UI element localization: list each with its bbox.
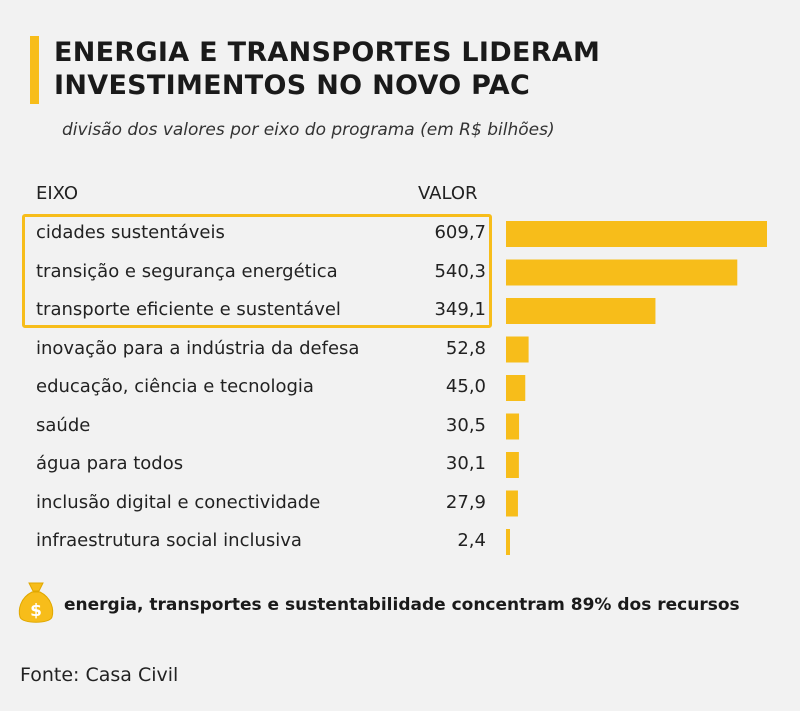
- svg-text:$: $: [30, 601, 42, 621]
- row-value: 349,1: [434, 299, 486, 320]
- row-label: transporte eficiente e sustentável: [36, 299, 341, 320]
- row-label: inclusão digital e conectividade: [36, 491, 321, 513]
- bar: [506, 490, 518, 517]
- row-value: 30,5: [445, 414, 486, 436]
- row-value: 27,9: [445, 491, 486, 513]
- row-label: água para todos: [36, 453, 184, 474]
- row-label: inovação para a indústria da defesa: [36, 337, 360, 359]
- column-header-eixo: EIXO: [36, 183, 79, 204]
- money-bag-icon: $: [18, 582, 54, 623]
- chart-title: ENERGIA E TRANSPORTES LIDERAM INVESTIMEN…: [54, 36, 754, 102]
- source-credit: Fonte: Casa Civil: [20, 664, 179, 686]
- row-label: cidades sustentáveis: [36, 222, 225, 243]
- row-value: 540,3: [434, 260, 486, 282]
- bar: [506, 259, 738, 286]
- bar: [506, 375, 526, 401]
- row-value: 2,4: [457, 530, 486, 551]
- row-label: infraestrutura social inclusiva: [36, 530, 302, 551]
- column-header-valor: VALOR: [418, 183, 478, 204]
- title-accent-bar: [30, 36, 39, 104]
- row-label: educação, ciência e tecnologia: [36, 376, 314, 397]
- row-value: 45,0: [445, 376, 486, 397]
- row-value: 52,8: [445, 337, 486, 359]
- chart-title-line-2: INVESTIMENTOS NO NOVO PAC: [54, 70, 531, 101]
- row-value: 30,1: [445, 453, 486, 474]
- row-label: saúde: [36, 414, 91, 436]
- bar: [506, 452, 519, 478]
- bar: [506, 298, 656, 324]
- chart-subtitle: divisão dos valores por eixo do programa…: [62, 120, 555, 140]
- bar: [506, 221, 767, 247]
- bar: [506, 413, 520, 440]
- summary-note: energia, transportes e sustentabilidade …: [64, 595, 740, 615]
- row-value: 609,7: [434, 222, 486, 243]
- chart-title-line-1: ENERGIA E TRANSPORTES LIDERAM: [54, 37, 601, 68]
- bar: [506, 529, 510, 555]
- bar: [506, 336, 529, 363]
- row-label: transição e segurança energética: [36, 260, 338, 282]
- highlight-box: [22, 214, 492, 328]
